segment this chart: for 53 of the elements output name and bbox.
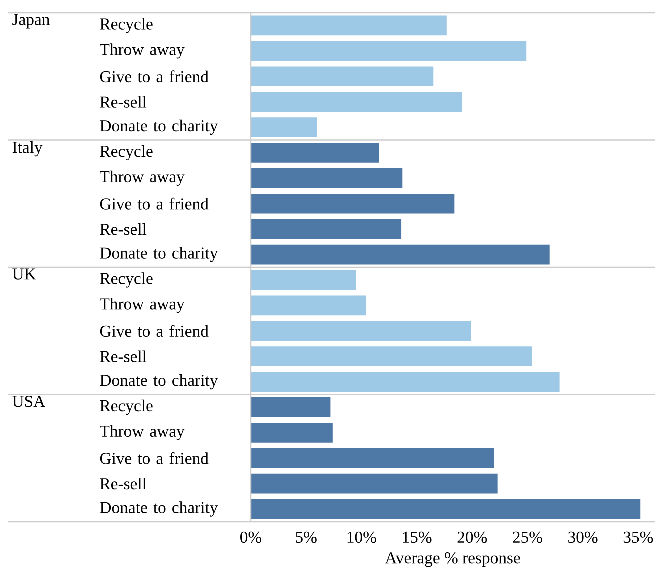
bar bbox=[251, 41, 527, 62]
y-tick-label: Donate to charity bbox=[100, 374, 218, 390]
text: USA bbox=[12, 396, 46, 408]
y-tick-label: Give to a friend bbox=[100, 70, 209, 83]
y-tick-label: Re-sell bbox=[100, 96, 147, 108]
y-tick-label: Donate to charity bbox=[100, 120, 218, 136]
bar bbox=[251, 244, 550, 265]
y-tick-label: Recycle bbox=[100, 18, 153, 34]
bar bbox=[251, 474, 498, 494]
bar bbox=[251, 346, 532, 366]
x-tick-label: 30% bbox=[568, 532, 598, 544]
y-tick-label: Throw away bbox=[100, 425, 185, 440]
bar bbox=[251, 499, 641, 520]
bar bbox=[251, 194, 455, 214]
bar bbox=[251, 92, 462, 112]
bar bbox=[251, 448, 495, 468]
text: Italy bbox=[12, 142, 43, 157]
x-tick-label: 20% bbox=[458, 532, 488, 544]
bar bbox=[251, 372, 560, 392]
y-tick-label: Give to a friend bbox=[100, 325, 209, 338]
bar bbox=[251, 66, 434, 87]
x-tick-label: 15% bbox=[403, 532, 432, 544]
x-tick-label: 5% bbox=[296, 532, 317, 544]
y-tick-label: Recycle bbox=[100, 400, 153, 416]
bar bbox=[251, 168, 403, 188]
bar bbox=[251, 270, 356, 290]
text: Japan bbox=[12, 14, 50, 29]
text: UK bbox=[12, 268, 36, 280]
x-tick-label: 35% bbox=[624, 532, 654, 544]
bar bbox=[251, 16, 447, 36]
y-tick-label: Re-sell bbox=[100, 478, 147, 490]
bar bbox=[251, 296, 366, 316]
y-tick-label: Recycle bbox=[100, 145, 153, 161]
y-tick-label: Donate to charity bbox=[100, 502, 218, 517]
bar bbox=[251, 219, 402, 240]
y-tick-label: Throw away bbox=[100, 44, 185, 59]
y-tick-label: Throw away bbox=[100, 298, 185, 314]
x-tick-label: 25% bbox=[513, 532, 542, 544]
y-tick-label: Give to a friend bbox=[100, 452, 209, 464]
y-tick-label: Give to a friend bbox=[100, 198, 209, 210]
x-axis-title: Average % response bbox=[385, 552, 520, 568]
bar bbox=[251, 321, 472, 342]
x-tick-label: 10% bbox=[348, 532, 376, 544]
bar bbox=[251, 398, 331, 418]
bar bbox=[251, 143, 380, 163]
bar bbox=[251, 422, 333, 443]
y-tick-label: Donate to charity bbox=[100, 247, 218, 262]
bar bbox=[251, 118, 318, 138]
y-tick-label: Re-sell bbox=[100, 350, 147, 362]
x-tick-label: 0% bbox=[240, 532, 262, 544]
y-tick-label: Throw away bbox=[100, 170, 185, 186]
y-tick-label: Re-sell bbox=[100, 223, 147, 236]
y-tick-label: Recycle bbox=[100, 272, 153, 288]
